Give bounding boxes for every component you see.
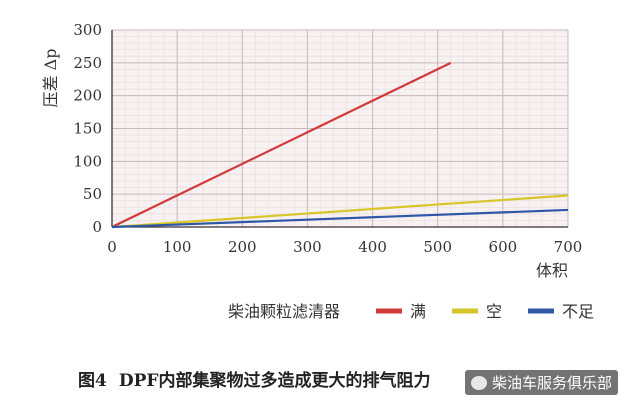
series-line	[111, 208, 569, 229]
x-tick-label: 500	[423, 238, 452, 256]
grid	[111, 29, 569, 228]
x-tick-labels: 0 100 200 300 400 500 600 700	[107, 238, 582, 256]
watermark-text: 柴油车服务俱乐部	[491, 374, 612, 392]
figure-caption: 图4 DPF内部集聚物过多造成更大的排气阻力	[78, 366, 430, 391]
y-tick-label: 150	[73, 120, 102, 138]
x-tick-label: 200	[228, 238, 257, 256]
y-tick-label: 250	[73, 54, 102, 72]
wechat-icon	[470, 375, 487, 390]
y-tick-labels: 0 50 100 150 200 250 300	[73, 21, 102, 236]
x-tick-label: 0	[107, 238, 117, 256]
legend-label: 不足	[562, 302, 594, 321]
series-line	[111, 61, 452, 228]
caption-text: DPF内部集聚物过多造成更大的排气阻力	[118, 371, 431, 391]
legend-label: 空	[486, 302, 502, 321]
series-line	[111, 194, 569, 229]
x-tick-label: 600	[489, 238, 518, 256]
x-tick-label: 300	[293, 238, 322, 256]
y-tick-label: 200	[73, 87, 102, 105]
y-tick-label: 50	[83, 185, 102, 203]
legend-label: 满	[410, 302, 426, 321]
series-lines	[111, 61, 569, 229]
x-tick-label: 100	[163, 238, 192, 256]
x-tick-label: 400	[358, 238, 387, 256]
watermark: 柴油车服务俱乐部	[464, 370, 618, 395]
legend: 柴油颗粒滤清器 满 空 不足	[228, 302, 594, 321]
x-tick-label: 700	[554, 238, 583, 256]
x-axis-title: 体积	[536, 261, 568, 280]
figure-number: 图4	[78, 371, 107, 391]
y-tick-label: 100	[73, 152, 102, 170]
y-tick-label: 300	[73, 21, 102, 39]
legend-title: 柴油颗粒滤清器	[228, 302, 340, 321]
y-tick-label: 0	[92, 218, 102, 236]
y-axis-title: 压差 Δp	[41, 49, 60, 108]
